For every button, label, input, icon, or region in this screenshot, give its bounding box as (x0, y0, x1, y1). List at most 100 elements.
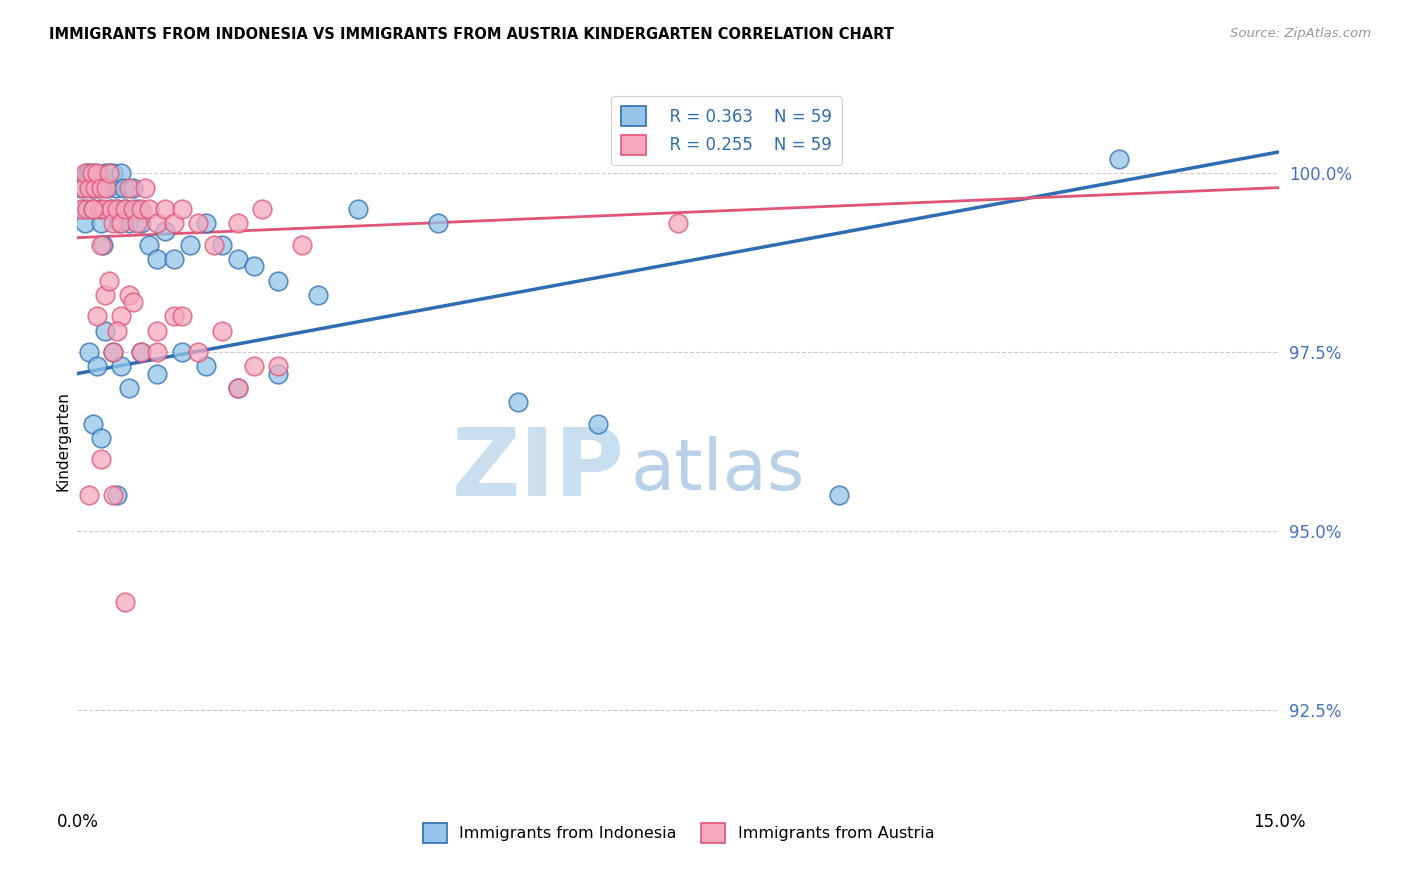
Point (122, 180, 145, 194)
Point (100, 202, 122, 216)
Point (146, 324, 169, 338)
Point (118, 216, 141, 230)
Point (131, 202, 153, 216)
Point (162, 252, 184, 266)
Text: ZIP: ZIP (451, 425, 624, 516)
Point (94, 324, 117, 338)
Point (98, 274, 121, 288)
Point (97, 180, 120, 194)
Point (70, 202, 93, 216)
Legend: Immigrants from Indonesia, Immigrants from Austria: Immigrants from Indonesia, Immigrants fr… (416, 817, 941, 849)
Point (202, 237, 225, 252)
Point (146, 367, 169, 381)
Point (75, 216, 97, 230)
Point (107, 488, 129, 502)
Point (94, 288, 117, 302)
Point (84, 166, 107, 180)
Point (79, 166, 101, 180)
Point (112, 180, 135, 194)
Point (186, 345, 209, 359)
Point (307, 288, 329, 302)
Point (103, 345, 125, 359)
Point (211, 324, 233, 338)
Point (86, 166, 108, 180)
Point (100, 202, 122, 216)
Point (138, 202, 160, 216)
Point (194, 359, 217, 374)
Point (91, 237, 114, 252)
Point (155, 223, 177, 237)
Point (118, 288, 141, 302)
Point (76, 166, 98, 180)
Point (89, 202, 111, 216)
Point (127, 216, 149, 230)
Point (186, 216, 209, 230)
Point (103, 216, 125, 230)
Point (122, 202, 145, 216)
Point (170, 345, 193, 359)
Point (127, 202, 149, 216)
Point (211, 237, 233, 252)
Point (82, 202, 104, 216)
Point (828, 488, 851, 502)
Point (90, 237, 112, 252)
Point (170, 202, 193, 216)
Point (226, 252, 249, 266)
Point (79, 488, 101, 502)
Point (90, 452, 112, 467)
Point (226, 381, 249, 395)
Point (668, 216, 690, 230)
Point (134, 180, 156, 194)
Point (73, 180, 96, 194)
Point (98, 166, 121, 180)
Point (226, 216, 249, 230)
Point (80, 180, 103, 194)
Point (170, 310, 193, 324)
Point (114, 202, 136, 216)
Point (162, 216, 184, 230)
Point (267, 274, 290, 288)
Point (118, 381, 141, 395)
Point (346, 202, 368, 216)
Point (162, 310, 184, 324)
Point (94, 166, 117, 180)
Point (1108, 152, 1130, 166)
Point (110, 310, 132, 324)
Point (86, 180, 108, 194)
Point (108, 216, 131, 230)
Point (104, 180, 127, 194)
Point (118, 180, 141, 194)
Point (70, 180, 93, 194)
Point (75, 166, 97, 180)
Point (267, 367, 290, 381)
Point (98, 166, 121, 180)
Text: atlas: atlas (630, 436, 804, 505)
Point (84, 180, 107, 194)
Point (73, 202, 96, 216)
Point (80, 166, 103, 180)
Point (103, 166, 125, 180)
Point (267, 359, 290, 374)
Point (122, 295, 145, 310)
Point (107, 324, 129, 338)
Point (114, 202, 136, 216)
Point (146, 216, 169, 230)
Point (250, 202, 273, 216)
Point (110, 166, 132, 180)
Point (146, 345, 169, 359)
Point (103, 345, 125, 359)
Point (179, 237, 201, 252)
Point (131, 345, 153, 359)
Point (242, 260, 264, 274)
Text: Source: ZipAtlas.com: Source: ZipAtlas.com (1230, 27, 1371, 40)
Point (110, 359, 132, 374)
Point (194, 216, 217, 230)
Point (103, 488, 125, 502)
Y-axis label: Kindergarten: Kindergarten (55, 392, 70, 491)
Point (82, 417, 104, 431)
Point (155, 202, 177, 216)
Point (96, 180, 118, 194)
Point (508, 395, 530, 409)
Point (90, 216, 112, 230)
Point (291, 237, 314, 252)
